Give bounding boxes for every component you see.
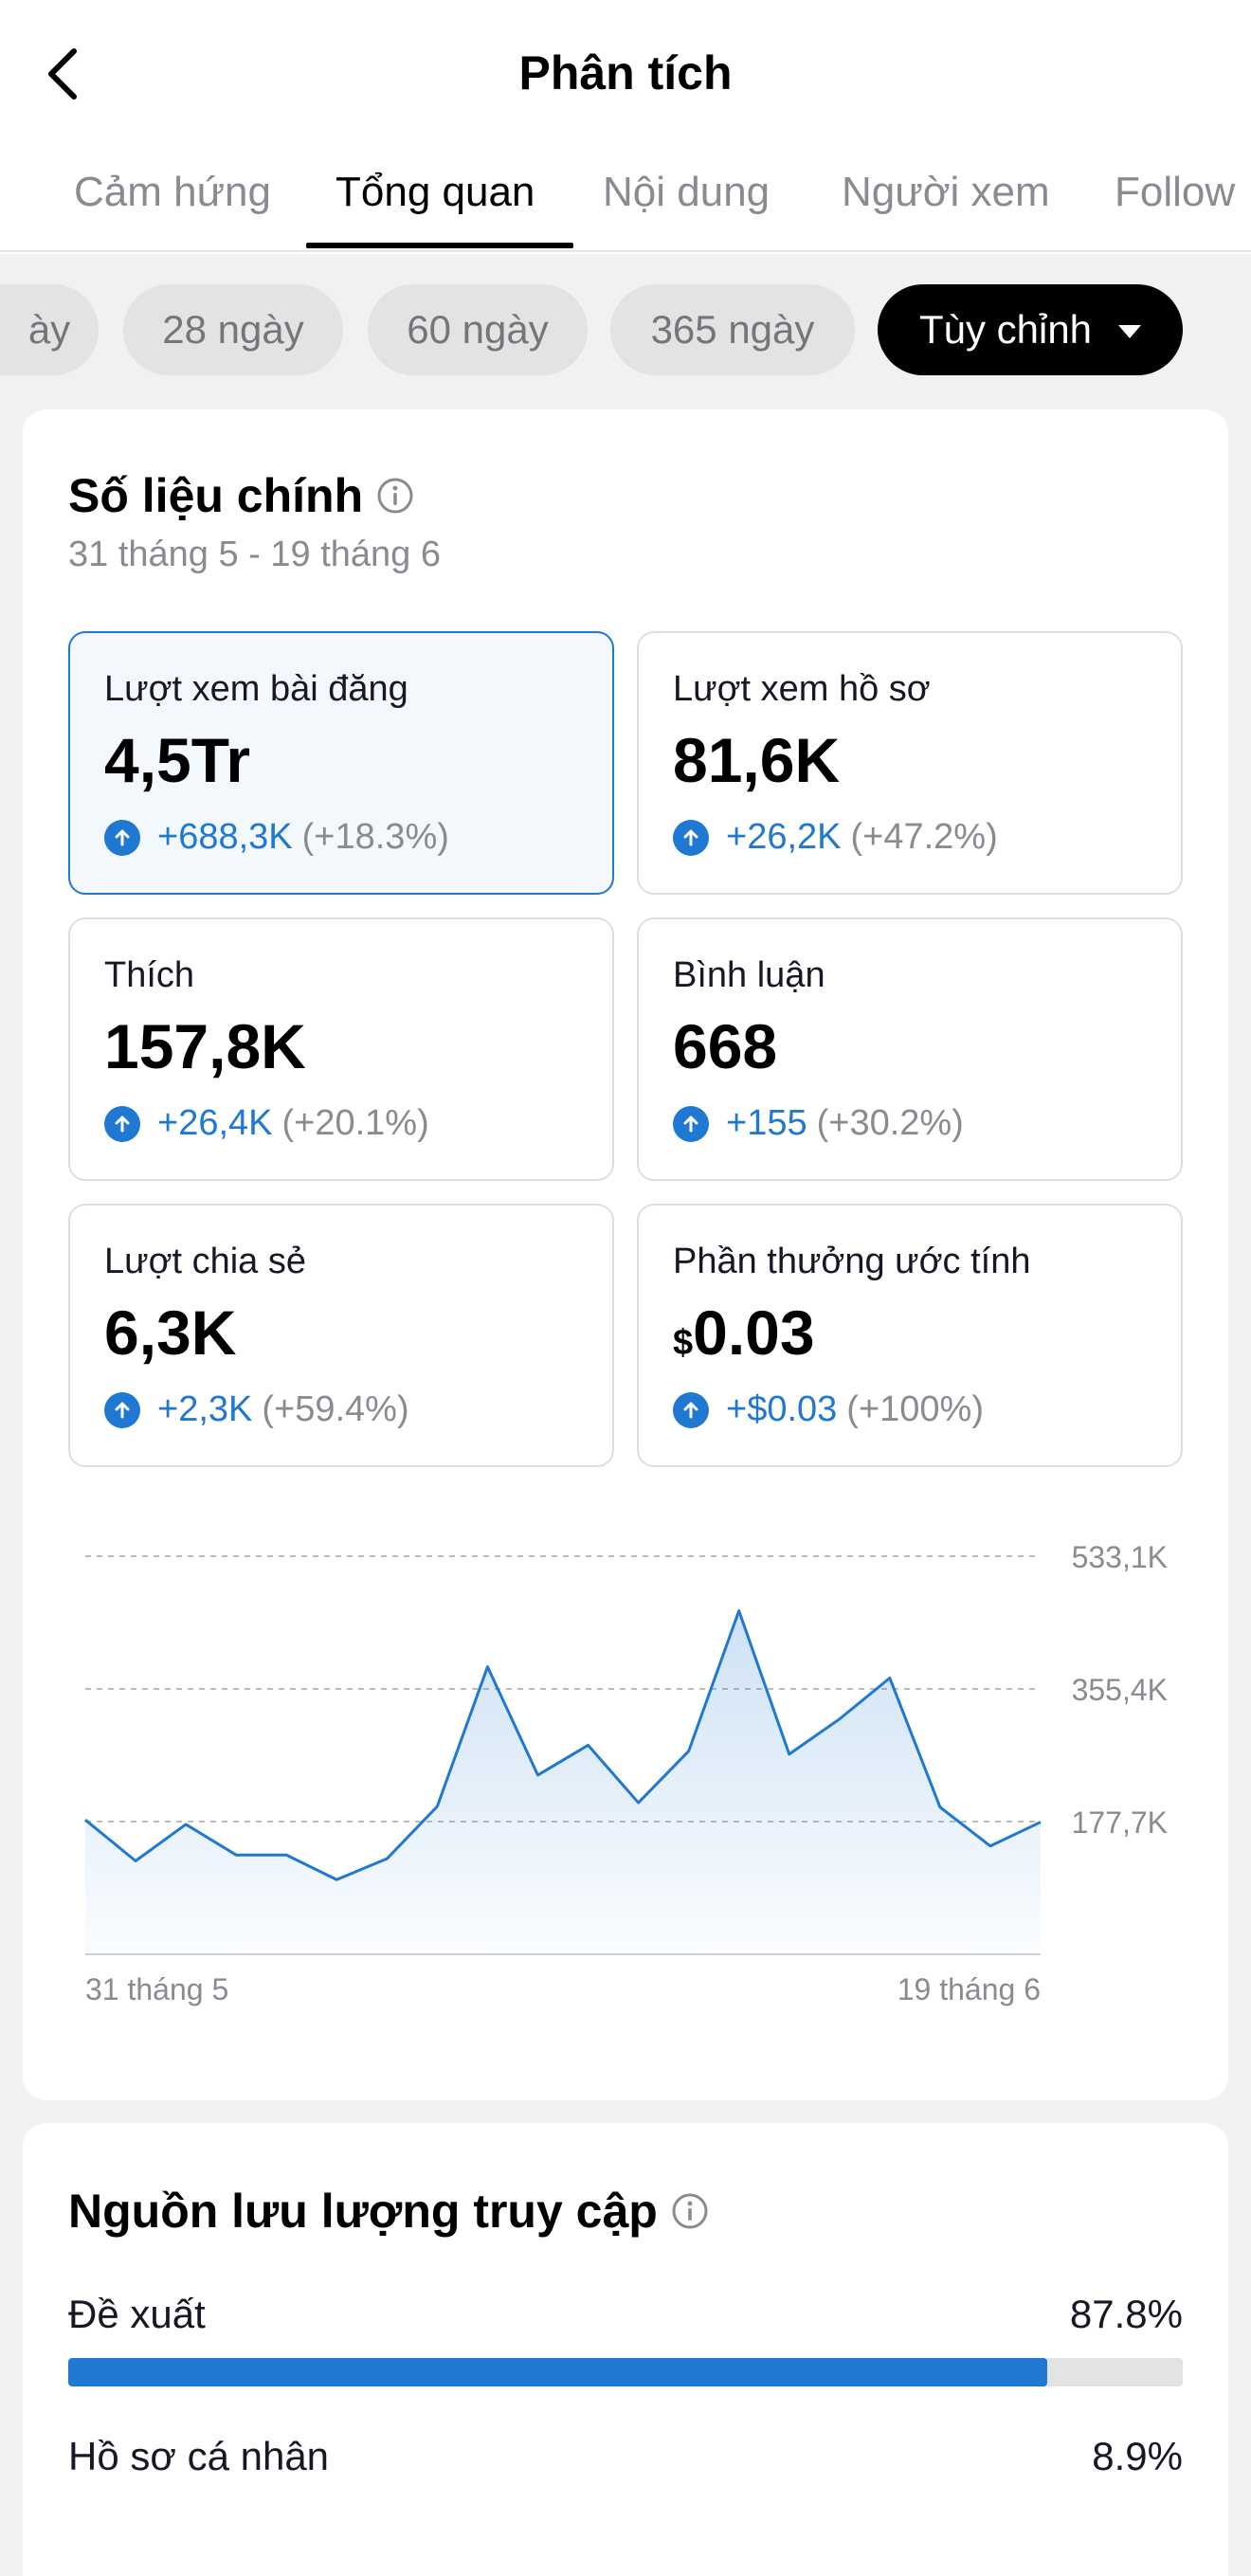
caret-down-icon [1118, 325, 1142, 338]
traffic-source-label: Đề xuất [68, 2292, 206, 2336]
tab-viewers[interactable]: Người xem [842, 169, 1050, 215]
metric-label: Lượt chia sẻ [104, 1242, 307, 1281]
info-icon[interactable] [376, 477, 414, 515]
chevron-left-icon [48, 48, 77, 100]
metric-value: 4,5Tr [104, 725, 251, 795]
active-tab-indicator [306, 243, 573, 248]
arrow-up-icon [673, 1391, 709, 1428]
metric-delta: +2,3K [157, 1389, 253, 1429]
metric-card-likes[interactable]: Thích 157,8K +26,4K (+20.1%) [68, 917, 614, 1181]
metric-delta: +155 [726, 1103, 807, 1143]
metric-value: 81,6K [673, 725, 841, 795]
metric-card-comments[interactable]: Bình luận 668 +155 (+30.2%) [637, 917, 1183, 1181]
traffic-heading: Nguồn lưu lượng truy cập [68, 2184, 709, 2239]
metric-percent: (+47.2%) [850, 817, 998, 857]
metric-percent: (+100%) [846, 1389, 984, 1429]
tab-inspiration[interactable]: Cảm hứng [74, 169, 271, 215]
y-tick-label: 355,4K [1072, 1673, 1168, 1707]
metric-card-profile-views[interactable]: Lượt xem hồ sơ 81,6K +26,2K (+47.2%) [637, 631, 1183, 895]
metric-label: Lượt xem hồ sơ [673, 669, 931, 709]
traffic-title: Nguồn lưu lượng truy cập [68, 2185, 658, 2238]
chip-28-days[interactable]: 28 ngày [123, 284, 343, 375]
metric-value: 6,3K [104, 1297, 237, 1368]
key-metrics-title: Số liệu chính [68, 469, 364, 522]
chip-365-days[interactable]: 365 ngày [610, 284, 855, 375]
arrow-up-icon [673, 819, 709, 856]
date-range-chips: ày 28 ngày 60 ngày 365 ngày Tùy chỉnh [0, 254, 1251, 409]
x-tick-label: 19 tháng 6 [897, 1972, 1041, 2006]
metric-delta: +26,4K [157, 1103, 273, 1143]
chart-area-fill [85, 1610, 1041, 1954]
metric-change: +26,4K (+20.1%) [104, 1103, 429, 1144]
traffic-source-row: Đề xuất 87.8% [68, 2292, 1183, 2337]
metric-card-post-views[interactable]: Lượt xem bài đăng 4,5Tr +688,3K (+18.3%) [68, 631, 614, 895]
tab-followers[interactable]: Follow [1115, 169, 1236, 215]
x-tick-label: 31 tháng 5 [85, 1972, 228, 2006]
metric-value: 668 [673, 1011, 778, 1081]
tab-content[interactable]: Nội dung [603, 169, 771, 215]
metric-percent: (+30.2%) [816, 1103, 964, 1143]
chip-7-days[interactable]: ày [0, 284, 99, 375]
date-range-label: 31 tháng 5 - 19 tháng 6 [68, 535, 441, 574]
chip-custom-label: Tùy chỉnh [918, 307, 1093, 352]
metric-change: +688,3K (+18.3%) [104, 817, 449, 858]
traffic-progress-fill [68, 2358, 1047, 2386]
traffic-source-value: 87.8% [1069, 2292, 1183, 2336]
header: Phân tích [0, 0, 1251, 152]
metric-label: Phần thưởng ước tính [673, 1242, 1031, 1281]
traffic-progress-bar [68, 2358, 1183, 2386]
metric-label: Bình luận [673, 955, 825, 995]
y-tick-label: 177,7K [1072, 1805, 1168, 1840]
key-metrics-heading: Số liệu chính [68, 468, 414, 523]
metric-change: +26,2K (+47.2%) [673, 817, 998, 858]
chip-60-days[interactable]: 60 ngày [368, 284, 588, 375]
arrow-up-icon [673, 1105, 709, 1142]
metric-value: 157,8K [104, 1011, 306, 1081]
metric-delta: +26,2K [726, 817, 842, 857]
page-title: Phân tích [518, 46, 733, 100]
top-bar: Phân tích Cảm hứng Tổng quan Nội dung Ng… [0, 0, 1251, 254]
back-button[interactable] [34, 38, 91, 110]
metric-change: +2,3K (+59.4%) [104, 1389, 409, 1430]
arrow-up-icon [104, 1105, 140, 1142]
traffic-source-value: 8.9% [1092, 2434, 1183, 2478]
traffic-source-label: Hồ sơ cá nhân [68, 2434, 330, 2478]
chart-series-line [84, 1609, 1042, 1881]
traffic-source-card: Nguồn lưu lượng truy cập Đề xuất 87.8% H… [23, 2123, 1228, 2576]
tab-overview[interactable]: Tổng quan [335, 169, 535, 215]
metric-label: Thích [104, 955, 195, 995]
post-views-chart[interactable]: 533,1K 355,4K 177,7K 31 tháng 5 19 tháng 6 [23, 1499, 1228, 2068]
metric-label: Lượt xem bài đăng [104, 669, 408, 709]
y-tick-label: 533,1K [1072, 1540, 1168, 1574]
metric-change: +$0.03 (+100%) [673, 1389, 984, 1430]
arrow-up-icon [104, 819, 140, 856]
info-icon[interactable] [671, 2192, 709, 2230]
key-metrics-card: Số liệu chính 31 tháng 5 - 19 tháng 6 Lư… [23, 409, 1228, 2100]
metric-percent: (+20.1%) [281, 1103, 429, 1143]
arrow-up-icon [104, 1391, 140, 1428]
metric-value-number: 0.03 [693, 1297, 815, 1368]
metric-card-estimated-rewards[interactable]: Phần thưởng ước tính $0.03 +$0.03 (+100%… [637, 1204, 1183, 1467]
metric-percent: (+59.4%) [262, 1389, 409, 1429]
metric-value: $0.03 [673, 1297, 815, 1369]
tab-bar: Cảm hứng Tổng quan Nội dung Người xem Fo… [0, 152, 1251, 252]
metric-change: +155 (+30.2%) [673, 1103, 964, 1144]
metric-percent: (+18.3%) [301, 817, 449, 857]
chip-custom[interactable]: Tùy chỉnh [878, 284, 1183, 375]
traffic-source-row: Hồ sơ cá nhân 8.9% [68, 2434, 1183, 2479]
metric-card-shares[interactable]: Lượt chia sẻ 6,3K +2,3K (+59.4%) [68, 1204, 614, 1467]
currency-symbol: $ [673, 1323, 694, 1363]
metric-delta: +688,3K [157, 817, 293, 857]
metric-delta: +$0.03 [726, 1389, 838, 1429]
